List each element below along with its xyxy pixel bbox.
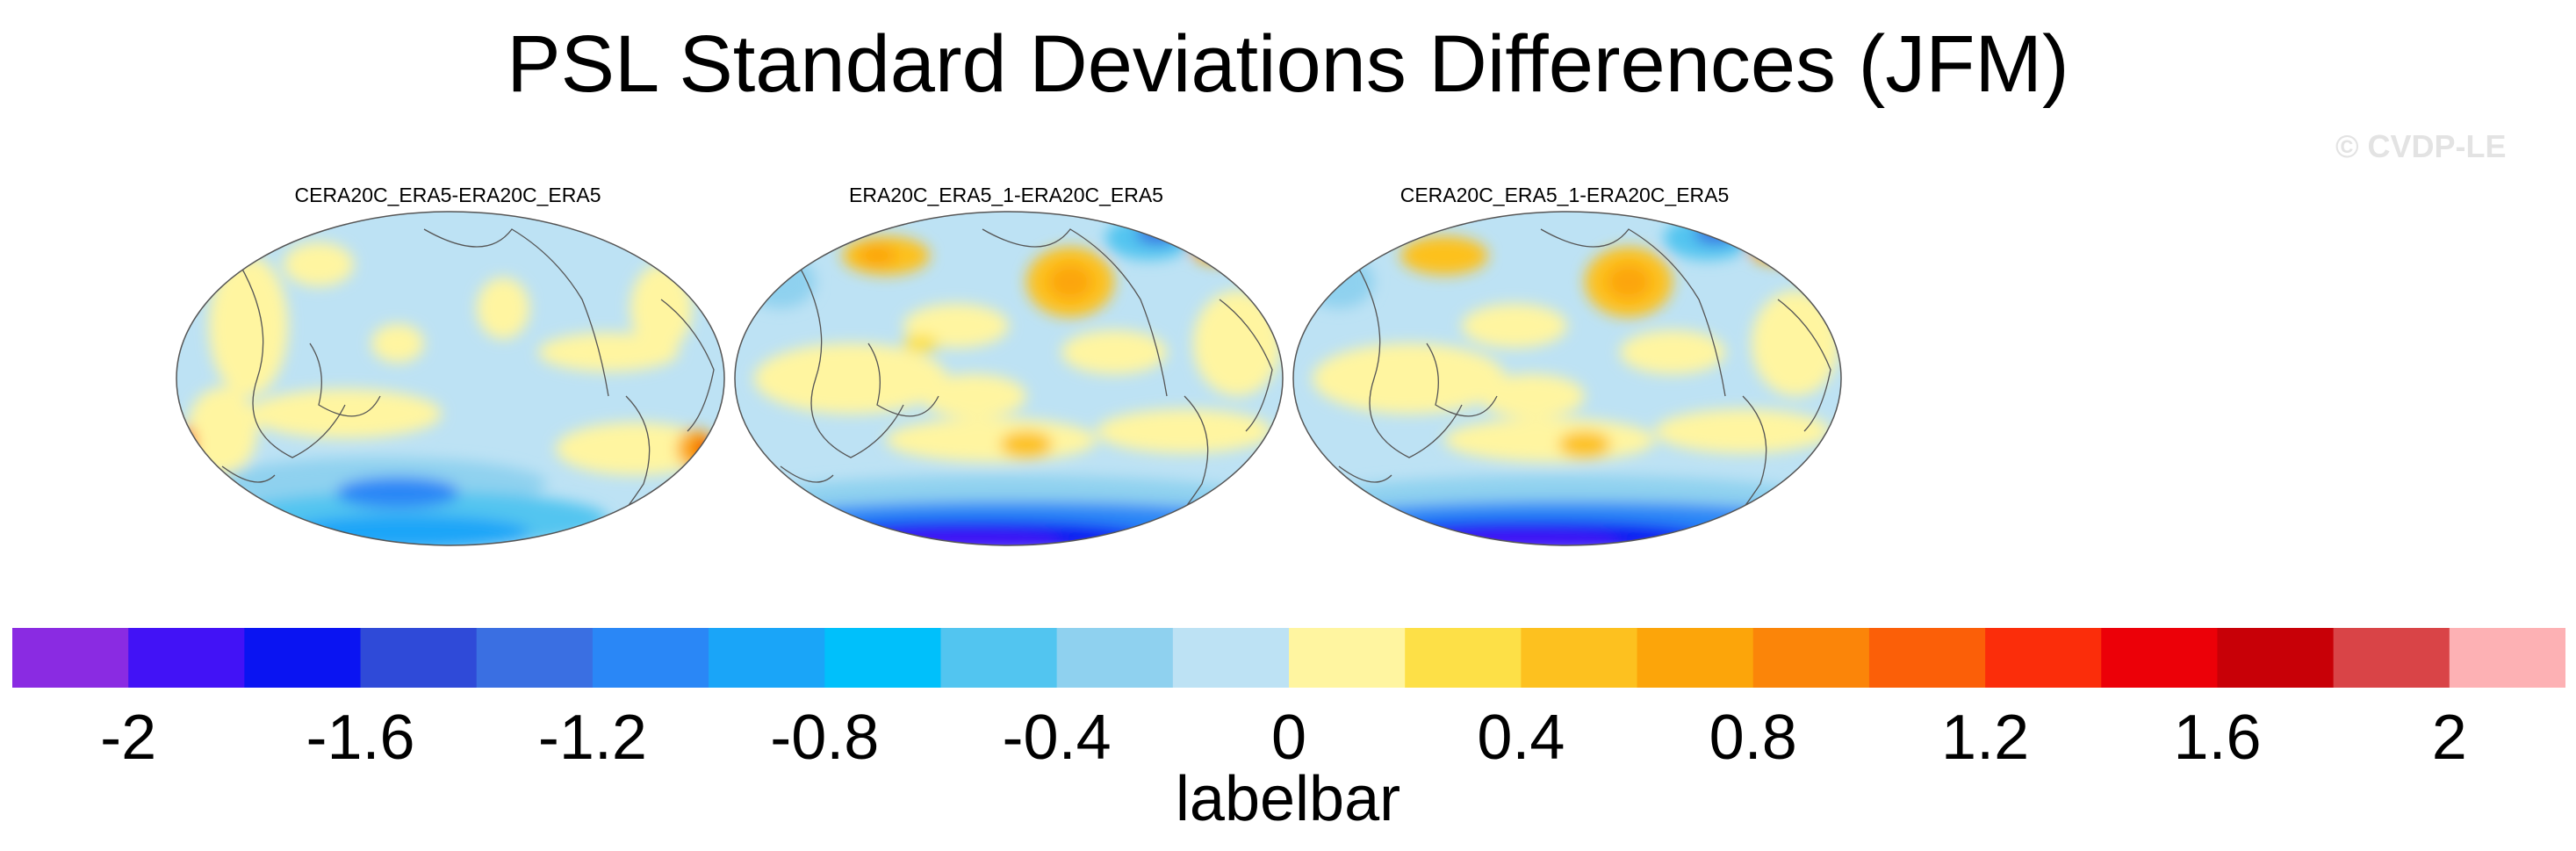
labelbar-swatch — [1752, 628, 1870, 688]
labelbar-swatch — [2449, 628, 2565, 688]
labelbar-tick-label: 2 — [2431, 703, 2467, 773]
labelbar-swatch — [592, 628, 709, 688]
labelbar-swatch — [1289, 628, 1406, 688]
labelbar-swatch — [2217, 628, 2335, 688]
labelbar-swatch — [476, 628, 594, 688]
panel-title-1: CERA20C_ERA5-ERA20C_ERA5 — [294, 184, 601, 206]
labelbar-swatch — [1056, 628, 1174, 688]
labelbar-swatch — [12, 628, 129, 688]
labelbar-tick-label: 1.6 — [2173, 703, 2262, 773]
labelbar-swatch — [1868, 628, 1986, 688]
panel-title-2: ERA20C_ERA5_1-ERA20C_ERA5 — [849, 184, 1163, 206]
labelbar-tick-label: 1.2 — [1941, 703, 2030, 773]
map-panel-2 — [734, 211, 1284, 546]
labelbar-swatch — [940, 628, 1058, 688]
labelbar-swatch — [244, 628, 362, 688]
map-panel-3 — [1292, 211, 1842, 546]
labelbar-swatch — [2333, 628, 2450, 688]
figure-title: PSL Standard Deviations Differences (JFM… — [507, 19, 2069, 109]
labelbar-swatch — [2101, 628, 2218, 688]
panel-title-3: CERA20C_ERA5_1-ERA20C_ERA5 — [1400, 184, 1730, 206]
labelbar-tick-label: -0.8 — [770, 703, 880, 773]
labelbar — [12, 628, 2565, 688]
labelbar-tick-label: 0.8 — [1709, 703, 1797, 773]
labelbar-title: labelbar — [1175, 764, 1401, 834]
labelbar-tick-label: 0.4 — [1477, 703, 1565, 773]
labelbar-swatch — [1985, 628, 2102, 688]
labelbar-swatch — [1521, 628, 1638, 688]
map-panel-1 — [176, 211, 725, 546]
labelbar-swatch — [1637, 628, 1754, 688]
labelbar-tick-label: -1.6 — [306, 703, 415, 773]
labelbar-tick-label: 0 — [1270, 703, 1307, 773]
watermark: © CVDP-LE — [2335, 128, 2507, 164]
labelbar-swatch — [1172, 628, 1290, 688]
labelbar-tick-label: -1.2 — [537, 703, 647, 773]
labelbar-swatch — [360, 628, 478, 688]
labelbar-swatch — [1405, 628, 1522, 688]
labelbar-tick-label: -0.4 — [1002, 703, 1112, 773]
labelbar-swatch — [128, 628, 245, 688]
labelbar-tick-label: -2 — [100, 703, 157, 773]
labelbar-swatch — [709, 628, 825, 688]
labelbar-swatch — [824, 628, 941, 688]
